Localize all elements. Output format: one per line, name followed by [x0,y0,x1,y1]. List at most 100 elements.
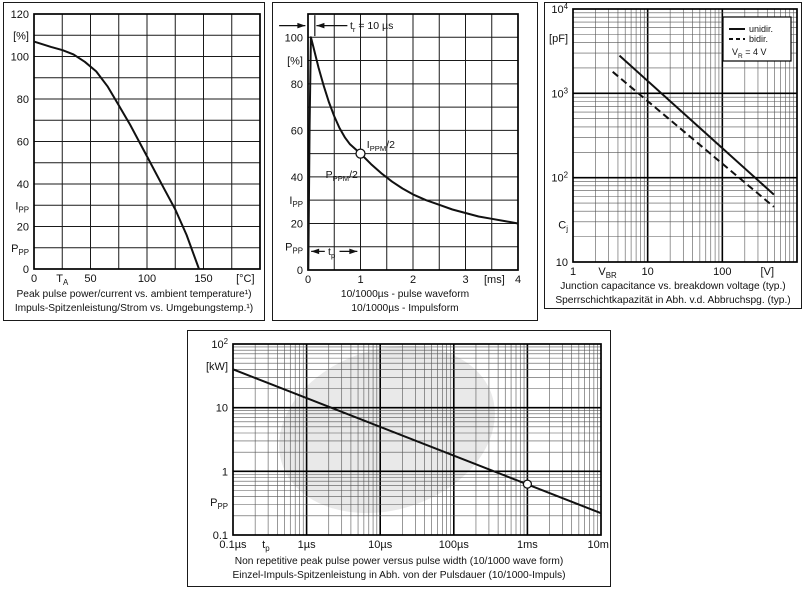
x-tick-label: 10ms [588,539,609,551]
series-unidirectional [618,54,775,196]
x-tick-label: TA [56,273,69,287]
chart-panel-pulsepower: 0.1µs tp 1µs 10µs 100µs 1ms 10ms 102 [kW] 10 1 PPP 0… [187,330,611,587]
x-tick-label: 100 [713,266,731,278]
y-tick-label: 10 [556,257,568,269]
y-tick-label: 104 [551,3,568,16]
marker-circle [522,479,533,489]
y-tick-label: IPP [15,200,29,214]
y-tick-label: [%] [13,30,29,42]
chart-captions: Non repetitive peak pulse power versus p… [188,555,610,582]
y-tick-label: 120 [11,9,29,21]
chart-panel-waveform: tr = 10 µs IPPM/2 PPPM/2 tp 0 1 2 3 [ms] 4 100 [%] 8… [272,2,538,321]
y-tick-label: IPP [289,195,303,209]
x-tick-label: 0.1µs [219,539,247,551]
y-tick-label: Cj [558,219,568,233]
y-tick-label: [%] [287,56,303,68]
legend-box [722,16,792,62]
y-tick-label: 20 [291,218,303,230]
derating-plot: 0 TA 50 100 150 [°C] 120 [%] 100 80 60 40 IPP 20 PPP 0 [11,9,261,287]
watermark [279,345,495,514]
x-tick-label: 1 [357,274,363,286]
x-tick-label: 2 [410,274,416,286]
series-bidirectional [612,71,775,208]
y-tick-label: 100 [285,32,303,44]
y-tick-label: 20 [17,222,29,234]
chart-caption-en: Peak pulse power/current vs. ambient tem… [16,289,252,300]
legend-note: VR = 4 V [732,47,766,60]
chart-caption-de: 10/1000µs - Impulsform [351,302,459,314]
x-tick-label: 150 [194,273,212,285]
y-tick-label: 40 [291,172,303,184]
y-tick-label: 0.1 [213,530,228,542]
x-tick-label: 10µs [368,539,393,551]
chart-caption-en: 10/1000µs - pulse waveform [340,289,470,300]
y-tick-label: [kW] [206,361,228,373]
chart-captions: 10/1000µs - pulse waveform 10/1000µs - I… [273,288,537,315]
series-pulse-waveform [307,36,519,271]
series-derating-curve [33,40,200,270]
x-tick-label: 1 [570,266,576,278]
chart-captions: Junction capacitance vs. breakdown volta… [545,280,801,307]
y-tick-label: 60 [291,125,303,137]
annotation-text: tr = 10 µs [350,20,393,34]
annotation-text: PPPM/2 [326,169,358,183]
annotation-text: IPPM/2 [367,139,395,153]
chart-caption-en: Non repetitive peak pulse power versus p… [234,556,564,567]
x-tick-label: 50 [84,273,96,285]
arrowhead-icon [311,248,320,255]
x-tick-label: 1µs [298,539,316,551]
x-tick-label: 4 [515,274,521,286]
chart-caption-de: Impuls-Spitzenleistung/Strom vs. Umgebun… [14,302,254,314]
x-tick-label: VBR [598,266,617,280]
legend-label: unidir. [749,24,773,34]
y-tick-label: PPP [210,497,228,511]
capacitance-plot: 1 VBR 10 100 [V] 104 [pF] 103 102 Cj 10 unidir.bidi… [549,3,798,280]
legend-label: bidir. [749,34,768,44]
arrowhead-icon [316,22,325,29]
marker-circle [355,148,366,159]
x-tick-label: 100µs [439,539,470,551]
plot-border [572,8,798,263]
chart-panel-derating: 0 TA 50 100 150 [°C] 120 [%] 100 80 60 40 IPP 20 PPP 0 … [3,2,265,321]
y-tick-label: 10 [216,403,228,415]
chart-captions: Peak pulse power/current vs. ambient tem… [4,288,264,315]
plot-border [232,343,602,536]
y-tick-label: 40 [17,179,29,191]
series-peak-pulse-power [232,368,602,515]
y-tick-label: 100 [11,52,29,64]
y-tick-label: 0 [23,264,29,276]
plot-border [307,13,519,271]
pulsepower-plot: 0.1µs tp 1µs 10µs 100µs 1ms 10ms 102 [kW] 10 1 PPP 0… [206,337,609,553]
y-tick-label: 102 [211,337,228,351]
x-tick-label: [°C] [236,273,254,285]
x-tick-label: 100 [138,273,156,285]
y-tick-label: 80 [291,79,303,91]
y-tick-label: [pF] [549,33,568,45]
x-tick-label: 3 [462,274,468,286]
y-tick-label: 80 [17,94,29,106]
x-tick-label: 0 [305,274,311,286]
waveform-plot: tr = 10 µs IPPM/2 PPPM/2 tp 0 1 2 3 [ms] 4 100 [%] 8… [279,13,521,286]
y-tick-label: 102 [551,171,568,185]
chart-panel-capacitance: 1 VBR 10 100 [V] 104 [pF] 103 102 Cj 10 unidir. bidi… [544,2,802,309]
x-tick-label: [ms] [484,274,505,286]
x-tick-label: tp [262,539,270,553]
x-tick-label: 1ms [517,539,538,551]
arrowhead-icon [297,22,306,29]
x-tick-label: [V] [761,266,774,278]
y-tick-label: 103 [551,86,568,100]
y-tick-label: 60 [17,137,29,149]
x-tick-label: 0 [31,273,37,285]
y-tick-label: 0 [297,265,303,277]
chart-caption-de: Sperrschichtkapazität in Abh. v.d. Abbru… [555,294,791,306]
y-tick-label: 1 [222,466,228,478]
chart-caption-en: Junction capacitance vs. breakdown volta… [560,281,786,292]
x-tick-label: 10 [642,266,654,278]
y-tick-label: PPP [285,242,303,256]
y-tick-label: PPP [11,243,29,257]
plot-border [33,13,261,270]
arrowhead-icon [349,248,358,255]
chart-caption-de: Einzel-Impuls-Spitzenleistung in Abh. vo… [232,569,566,581]
annotation-text: tp [328,246,335,260]
